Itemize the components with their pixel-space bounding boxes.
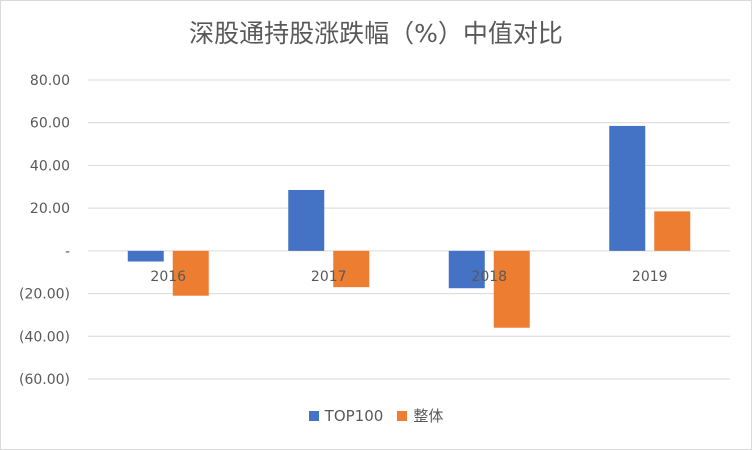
bar-top100-2017 bbox=[288, 189, 325, 251]
x-tick-label-2016: 2016 bbox=[150, 269, 186, 285]
bar-overall-2018 bbox=[493, 250, 530, 328]
bar-overall-2017 bbox=[333, 250, 370, 288]
y-tick-label: (40.00) bbox=[19, 329, 70, 345]
y-tick-label: 60.00 bbox=[30, 116, 70, 132]
x-axis-labels: 2016 2017 2018 2019 bbox=[150, 269, 667, 285]
legend-swatch-top100 bbox=[308, 410, 319, 421]
legend-item-top100: TOP100 bbox=[308, 406, 384, 425]
x-tick-label-2019: 2019 bbox=[632, 269, 668, 285]
bar-top100-2018 bbox=[448, 250, 485, 289]
x-tick-label-2017: 2017 bbox=[311, 269, 347, 285]
y-tick-label: 80.00 bbox=[30, 73, 70, 89]
legend-item-overall: 整体 bbox=[397, 405, 443, 426]
bar-overall-2019 bbox=[654, 211, 691, 251]
bars bbox=[127, 125, 691, 328]
bar-top100-2016 bbox=[127, 250, 164, 262]
legend-label-overall: 整体 bbox=[413, 407, 444, 425]
y-tick-label: - bbox=[65, 244, 70, 260]
legend: TOP100 整体 bbox=[0, 405, 752, 426]
y-tick-label: (20.00) bbox=[19, 287, 70, 303]
bar-overall-2016 bbox=[172, 250, 209, 296]
y-tick-label: (60.00) bbox=[19, 372, 70, 388]
chart-title: 深股通持股涨跌幅（%）中值对比 bbox=[189, 19, 563, 48]
y-tick-label: 20.00 bbox=[30, 201, 70, 217]
legend-swatch-overall bbox=[397, 410, 408, 421]
x-tick-label-2018: 2018 bbox=[471, 269, 507, 285]
y-tick-label: 40.00 bbox=[30, 158, 70, 174]
y-axis-labels: 80.00 60.00 40.00 20.00 - (20.00) (40.00) (60.0… bbox=[19, 73, 70, 388]
legend-label-top100: TOP100 bbox=[324, 406, 384, 425]
bar-top100-2019 bbox=[609, 125, 646, 251]
